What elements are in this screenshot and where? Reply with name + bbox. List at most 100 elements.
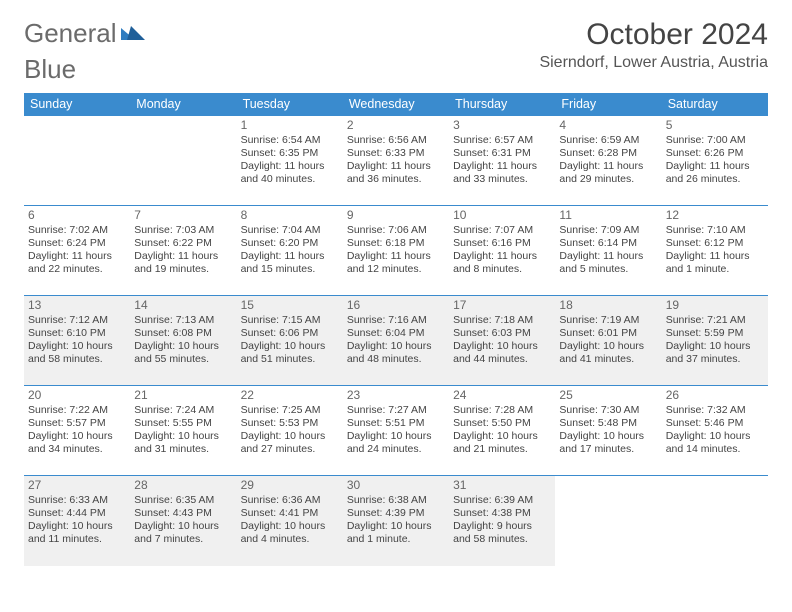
daylight-text: Daylight: 11 hours and 26 minutes. [666, 160, 764, 186]
calendar-cell: 26Sunrise: 7:32 AMSunset: 5:46 PMDayligh… [662, 386, 768, 476]
sunrise-text: Sunrise: 6:33 AM [28, 494, 126, 507]
sunset-text: Sunset: 5:53 PM [241, 417, 339, 430]
sunrise-text: Sunrise: 7:09 AM [559, 224, 657, 237]
calendar-cell: 11Sunrise: 7:09 AMSunset: 6:14 PMDayligh… [555, 206, 661, 296]
sunset-text: Sunset: 6:20 PM [241, 237, 339, 250]
daylight-text: Daylight: 10 hours and 48 minutes. [347, 340, 445, 366]
day-number: 27 [28, 478, 126, 493]
sunset-text: Sunset: 6:14 PM [559, 237, 657, 250]
calendar-cell: 31Sunrise: 6:39 AMSunset: 4:38 PMDayligh… [449, 476, 555, 566]
sunset-text: Sunset: 6:24 PM [28, 237, 126, 250]
daylight-text: Daylight: 10 hours and 44 minutes. [453, 340, 551, 366]
sunrise-text: Sunrise: 7:03 AM [134, 224, 232, 237]
calendar-cell-empty [662, 476, 768, 566]
sunrise-text: Sunrise: 7:16 AM [347, 314, 445, 327]
calendar-cell: 27Sunrise: 6:33 AMSunset: 4:44 PMDayligh… [24, 476, 130, 566]
day-header: Thursday [449, 93, 555, 116]
sunrise-text: Sunrise: 7:32 AM [666, 404, 764, 417]
sunrise-text: Sunrise: 6:35 AM [134, 494, 232, 507]
day-header: Friday [555, 93, 661, 116]
day-number: 6 [28, 208, 126, 223]
calendar-cell-empty [555, 476, 661, 566]
daylight-text: Daylight: 10 hours and 24 minutes. [347, 430, 445, 456]
sunrise-text: Sunrise: 7:22 AM [28, 404, 126, 417]
day-number: 9 [347, 208, 445, 223]
sunset-text: Sunset: 6:33 PM [347, 147, 445, 160]
daylight-text: Daylight: 10 hours and 21 minutes. [453, 430, 551, 456]
sunset-text: Sunset: 6:31 PM [453, 147, 551, 160]
sunrise-text: Sunrise: 7:28 AM [453, 404, 551, 417]
day-number: 18 [559, 298, 657, 313]
sunset-text: Sunset: 6:04 PM [347, 327, 445, 340]
logo: General [24, 18, 147, 49]
daylight-text: Daylight: 11 hours and 33 minutes. [453, 160, 551, 186]
sunrise-text: Sunrise: 7:19 AM [559, 314, 657, 327]
daylight-text: Daylight: 11 hours and 22 minutes. [28, 250, 126, 276]
sunset-text: Sunset: 6:18 PM [347, 237, 445, 250]
calendar-cell: 17Sunrise: 7:18 AMSunset: 6:03 PMDayligh… [449, 296, 555, 386]
sunrise-text: Sunrise: 7:18 AM [453, 314, 551, 327]
sunset-text: Sunset: 6:06 PM [241, 327, 339, 340]
day-header: Wednesday [343, 93, 449, 116]
day-number: 29 [241, 478, 339, 493]
calendar-week-row: 20Sunrise: 7:22 AMSunset: 5:57 PMDayligh… [24, 386, 768, 476]
sunset-text: Sunset: 6:08 PM [134, 327, 232, 340]
location-text: Sierndorf, Lower Austria, Austria [539, 54, 768, 72]
calendar-cell-empty [130, 116, 236, 206]
daylight-text: Daylight: 10 hours and 4 minutes. [241, 520, 339, 546]
calendar-cell: 24Sunrise: 7:28 AMSunset: 5:50 PMDayligh… [449, 386, 555, 476]
calendar-cell: 8Sunrise: 7:04 AMSunset: 6:20 PMDaylight… [237, 206, 343, 296]
sunset-text: Sunset: 6:35 PM [241, 147, 339, 160]
calendar-body: 1Sunrise: 6:54 AMSunset: 6:35 PMDaylight… [24, 116, 768, 566]
daylight-text: Daylight: 10 hours and 7 minutes. [134, 520, 232, 546]
sunrise-text: Sunrise: 7:12 AM [28, 314, 126, 327]
day-number: 14 [134, 298, 232, 313]
sunset-text: Sunset: 6:22 PM [134, 237, 232, 250]
day-number: 7 [134, 208, 232, 223]
day-header: Saturday [662, 93, 768, 116]
title-block: October 2024 Sierndorf, Lower Austria, A… [539, 18, 768, 72]
calendar-cell: 19Sunrise: 7:21 AMSunset: 5:59 PMDayligh… [662, 296, 768, 386]
sunrise-text: Sunrise: 7:25 AM [241, 404, 339, 417]
sunset-text: Sunset: 5:59 PM [666, 327, 764, 340]
sunset-text: Sunset: 6:03 PM [453, 327, 551, 340]
calendar-cell: 5Sunrise: 7:00 AMSunset: 6:26 PMDaylight… [662, 116, 768, 206]
sunrise-text: Sunrise: 6:54 AM [241, 134, 339, 147]
day-number: 2 [347, 118, 445, 133]
sunset-text: Sunset: 4:39 PM [347, 507, 445, 520]
sunset-text: Sunset: 5:55 PM [134, 417, 232, 430]
daylight-text: Daylight: 10 hours and 51 minutes. [241, 340, 339, 366]
day-number: 3 [453, 118, 551, 133]
calendar-cell: 16Sunrise: 7:16 AMSunset: 6:04 PMDayligh… [343, 296, 449, 386]
sunrise-text: Sunrise: 7:10 AM [666, 224, 764, 237]
calendar-cell: 18Sunrise: 7:19 AMSunset: 6:01 PMDayligh… [555, 296, 661, 386]
sunset-text: Sunset: 4:43 PM [134, 507, 232, 520]
sunrise-text: Sunrise: 6:56 AM [347, 134, 445, 147]
calendar-cell: 4Sunrise: 6:59 AMSunset: 6:28 PMDaylight… [555, 116, 661, 206]
calendar-cell: 9Sunrise: 7:06 AMSunset: 6:18 PMDaylight… [343, 206, 449, 296]
sunrise-text: Sunrise: 7:24 AM [134, 404, 232, 417]
sunrise-text: Sunrise: 7:15 AM [241, 314, 339, 327]
day-number: 23 [347, 388, 445, 403]
daylight-text: Daylight: 11 hours and 12 minutes. [347, 250, 445, 276]
day-header: Monday [130, 93, 236, 116]
month-title: October 2024 [539, 18, 768, 52]
daylight-text: Daylight: 11 hours and 40 minutes. [241, 160, 339, 186]
sunset-text: Sunset: 6:26 PM [666, 147, 764, 160]
sunset-text: Sunset: 5:51 PM [347, 417, 445, 430]
calendar-cell: 7Sunrise: 7:03 AMSunset: 6:22 PMDaylight… [130, 206, 236, 296]
logo-text-general: General [24, 18, 117, 49]
day-number: 22 [241, 388, 339, 403]
calendar-cell: 21Sunrise: 7:24 AMSunset: 5:55 PMDayligh… [130, 386, 236, 476]
sunset-text: Sunset: 4:41 PM [241, 507, 339, 520]
calendar-cell: 30Sunrise: 6:38 AMSunset: 4:39 PMDayligh… [343, 476, 449, 566]
sunset-text: Sunset: 6:01 PM [559, 327, 657, 340]
daylight-text: Daylight: 10 hours and 14 minutes. [666, 430, 764, 456]
day-number: 13 [28, 298, 126, 313]
calendar-cell: 14Sunrise: 7:13 AMSunset: 6:08 PMDayligh… [130, 296, 236, 386]
day-number: 25 [559, 388, 657, 403]
sunrise-text: Sunrise: 7:04 AM [241, 224, 339, 237]
day-header: Tuesday [237, 93, 343, 116]
logo-mark-icon [121, 18, 147, 49]
sunset-text: Sunset: 4:44 PM [28, 507, 126, 520]
